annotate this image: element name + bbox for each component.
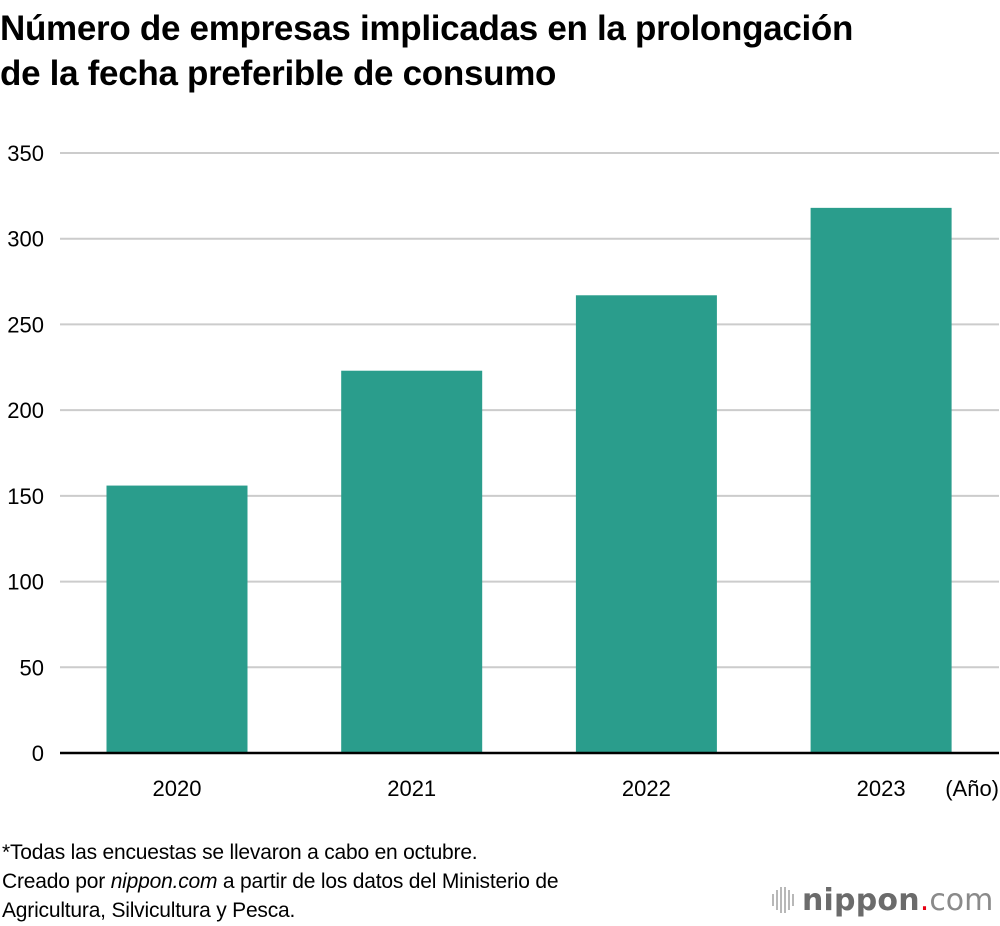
nippon-logo: nippon. com: [772, 882, 993, 918]
logo-red-dot: .: [919, 882, 930, 918]
chart-title-line-2: de la fecha preferible de consumo: [0, 54, 557, 93]
footnote-source-line: Creado por nippon.com a partir de los da…: [2, 867, 558, 896]
bar-2023: [810, 207, 952, 753]
y-tick-label: 250: [7, 312, 44, 337]
x-tick-label: 2023: [857, 776, 906, 801]
y-tick-label: 300: [7, 227, 44, 252]
source-prefix: Creado por: [2, 870, 111, 893]
x-axis-ticks: 2020 2021 2022 2023: [153, 776, 906, 801]
y-tick-label: 350: [7, 141, 44, 166]
footnote: *Todas las encuestas se llevaron a cabo …: [2, 838, 558, 925]
logo-wordmark: nippon: [802, 882, 920, 918]
y-tick-label: 50: [20, 655, 44, 680]
sound-bars-icon: [772, 887, 794, 913]
x-axis-label: (Año): [945, 776, 999, 801]
bar-2020: [106, 485, 248, 753]
chart-title: Número de empresas implicadas en la prol…: [0, 6, 1000, 96]
source-site: nippon.com: [110, 870, 218, 893]
source-suffix: a partir de los datos del Ministerio de: [217, 870, 559, 893]
bar-2022: [575, 295, 717, 753]
x-tick-label: 2021: [387, 776, 436, 801]
x-tick-label: 2022: [622, 776, 671, 801]
bar-2021: [341, 370, 483, 753]
bars: [106, 207, 952, 753]
y-tick-label: 0: [32, 741, 44, 766]
y-tick-label: 150: [7, 484, 44, 509]
y-tick-label: 100: [7, 570, 44, 595]
footnote-source-ministry: Agricultura, Silvicultura y Pesca.: [2, 899, 296, 922]
logo-tld: com: [929, 882, 994, 918]
chart-title-line-1: Número de empresas implicadas en la prol…: [0, 9, 854, 48]
y-axis-ticks: 0 50 100 150 200 250 300 350: [7, 141, 44, 766]
y-tick-label: 200: [7, 398, 44, 423]
x-tick-label: 2020: [153, 776, 202, 801]
footnote-survey-note: *Todas las encuestas se llevaron a cabo …: [2, 841, 478, 864]
